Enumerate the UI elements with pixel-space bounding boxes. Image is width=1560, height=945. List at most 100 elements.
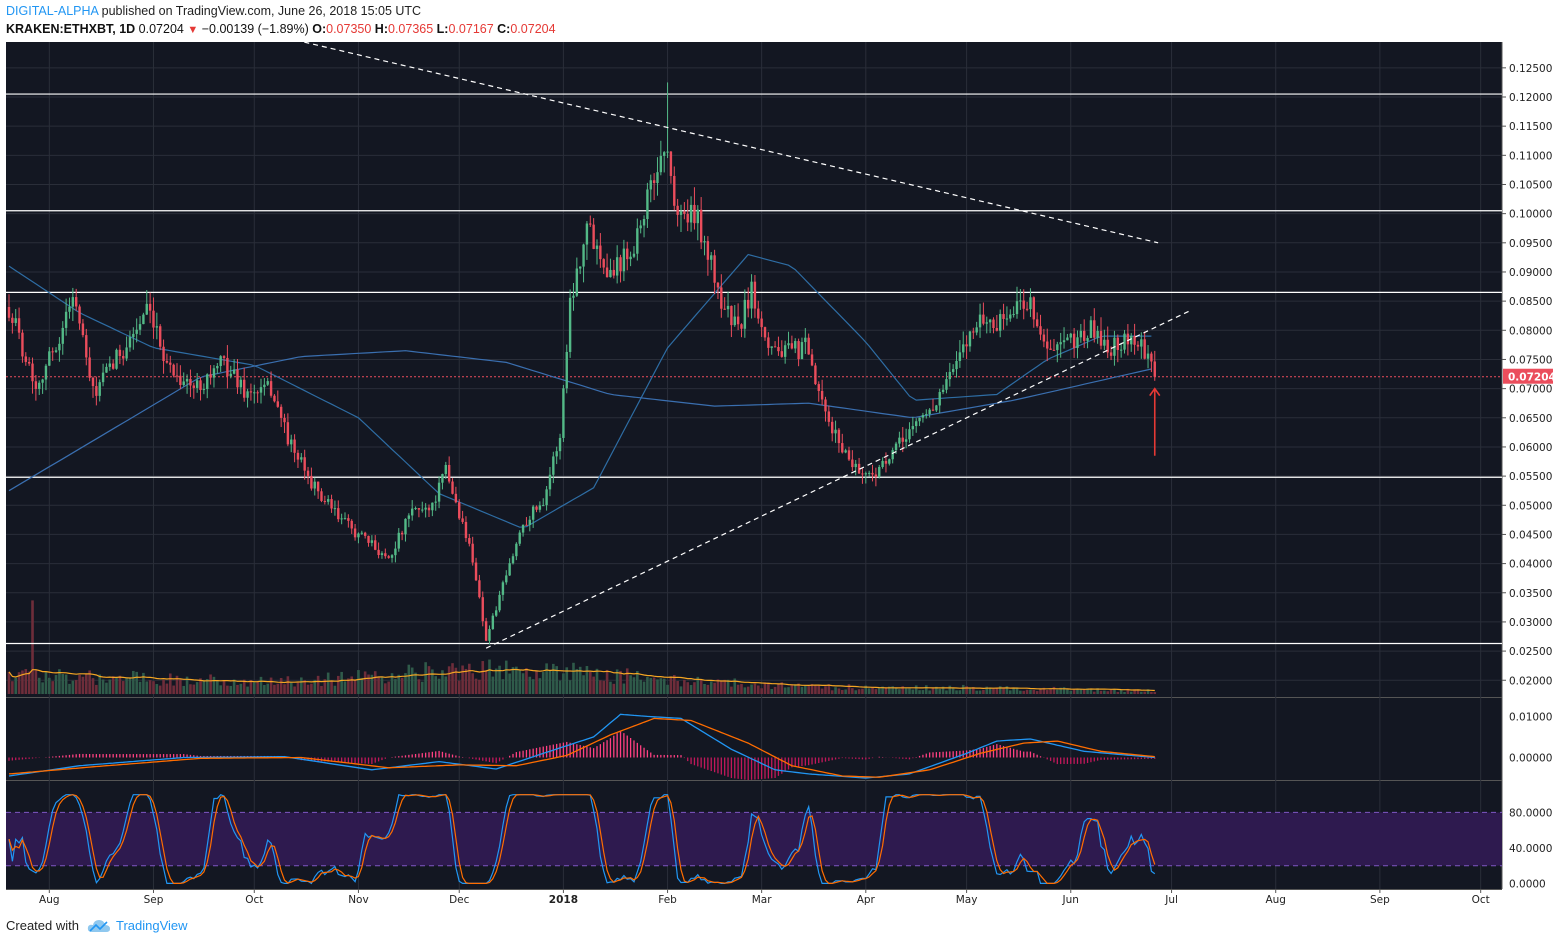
volume-bar	[407, 664, 411, 694]
close-value: 0.07204	[510, 22, 556, 36]
volume-bar	[118, 675, 122, 694]
candle-body	[857, 463, 861, 474]
volume-bar	[797, 683, 800, 694]
price-change: −0.00139 (−1.89%)	[201, 22, 309, 36]
volume-bar	[1072, 688, 1076, 694]
volume-bar	[1005, 686, 1009, 694]
candle-body	[179, 375, 182, 385]
x-axis-labels: Aug Sep Oct Nov Dec 2018 Feb Mar Apr May Jun Jul Aug…	[39, 889, 1490, 906]
candle-body	[172, 364, 175, 376]
volume-bar	[283, 684, 286, 694]
candle-body	[763, 327, 767, 338]
ma50-line	[8, 253, 1152, 528]
volume-bar	[528, 676, 532, 694]
volume-bar	[1150, 691, 1153, 694]
low-label: L:	[436, 22, 449, 36]
volume-bar	[605, 669, 609, 694]
candle-body	[122, 355, 125, 359]
symbol-legend: KRAKEN:ETHXBT, 1D 0.07204 ▼ −0.00139 (−1…	[6, 21, 556, 38]
volume-bar	[720, 680, 723, 694]
volume-bar	[1140, 691, 1143, 694]
volume-bar	[898, 689, 901, 694]
volume-bar	[155, 684, 159, 694]
open-value: 0.07350	[326, 22, 372, 36]
volume-bar	[636, 671, 639, 694]
volume-bar	[552, 663, 555, 694]
y-tick-label: 0.03500	[1509, 588, 1552, 600]
publish-header: DIGITAL-ALPHA published on TradingView.c…	[6, 3, 421, 19]
candle-body	[162, 346, 165, 362]
volume-bar	[901, 686, 905, 694]
candle-body	[1022, 300, 1025, 309]
candle-body	[619, 257, 622, 272]
volume-bar	[424, 662, 427, 694]
candle-body	[14, 318, 17, 323]
volume-bar	[733, 678, 737, 694]
volume-bar	[373, 671, 377, 694]
volume-bar	[121, 681, 125, 694]
volume-bar	[1136, 689, 1140, 694]
candle-body	[481, 597, 484, 622]
candle-body	[212, 368, 216, 378]
candle-body	[663, 152, 666, 156]
candle-body	[1052, 349, 1056, 351]
author-link[interactable]: DIGITAL-ALPHA	[6, 4, 99, 18]
volume-bar	[1113, 689, 1116, 694]
volume-bar	[370, 674, 374, 694]
stoch-tick-label: 0.0000	[1509, 878, 1546, 890]
volume-bar	[770, 688, 774, 694]
candle-body	[1116, 337, 1119, 350]
y-tick-label: 0.05000	[1509, 500, 1552, 512]
candle-body	[528, 519, 531, 525]
volume-bar	[454, 667, 458, 694]
candle-body	[276, 401, 279, 407]
candle-body	[249, 391, 253, 393]
volume-bar	[612, 683, 616, 694]
volume-bar	[716, 679, 720, 694]
volume-bar	[888, 686, 891, 694]
candle-body	[468, 538, 471, 544]
candle-body	[831, 421, 834, 434]
volume-bar	[431, 669, 434, 694]
candle-body	[343, 518, 347, 520]
volume-bar	[854, 690, 858, 694]
volume-bar	[746, 686, 750, 694]
trendlines[interactable]	[190, 42, 1192, 649]
volume-bar	[165, 683, 169, 694]
candle-body	[948, 371, 951, 380]
x-tick-label: Sep	[1370, 894, 1390, 906]
volume-bar	[61, 673, 65, 694]
volume-bar	[1109, 689, 1113, 694]
candle-body	[1099, 330, 1103, 346]
symbol-name[interactable]: KRAKEN:ETHXBT, 1D	[6, 22, 136, 36]
volume-bar	[740, 683, 743, 694]
volume-bar	[71, 680, 75, 694]
candle-body	[138, 324, 142, 330]
candle-body	[7, 306, 11, 318]
volume-bar	[135, 671, 138, 694]
candle-body	[898, 437, 901, 444]
annotations	[1149, 387, 1161, 456]
candle-body	[817, 384, 820, 391]
volume-bar	[400, 677, 404, 694]
ma200-line	[8, 350, 1152, 492]
volume-bar	[804, 685, 807, 694]
chart-area[interactable]: 0.12500 0.12000 0.11500 0.11000 0.10500 0.100…	[0, 42, 1560, 910]
tradingview-brand[interactable]: TradingView	[87, 918, 188, 933]
price-axis[interactable]	[1502, 42, 1560, 889]
volume-bar	[387, 681, 390, 694]
candle-body	[327, 499, 330, 502]
volume-bar	[222, 680, 226, 694]
volume-bar	[48, 677, 51, 694]
volume-bar	[975, 690, 978, 694]
volume-bar	[760, 688, 763, 694]
horizontal-levels[interactable]	[6, 93, 1502, 645]
candle-body	[495, 610, 498, 616]
candle-body	[515, 543, 518, 557]
volume-bar	[125, 677, 128, 694]
stoch-tick-label: 80.0000	[1509, 807, 1552, 819]
price-pane-bg	[6, 42, 1502, 697]
volume-bar	[736, 684, 740, 694]
candle-body	[390, 555, 394, 558]
candle-body	[81, 323, 85, 336]
